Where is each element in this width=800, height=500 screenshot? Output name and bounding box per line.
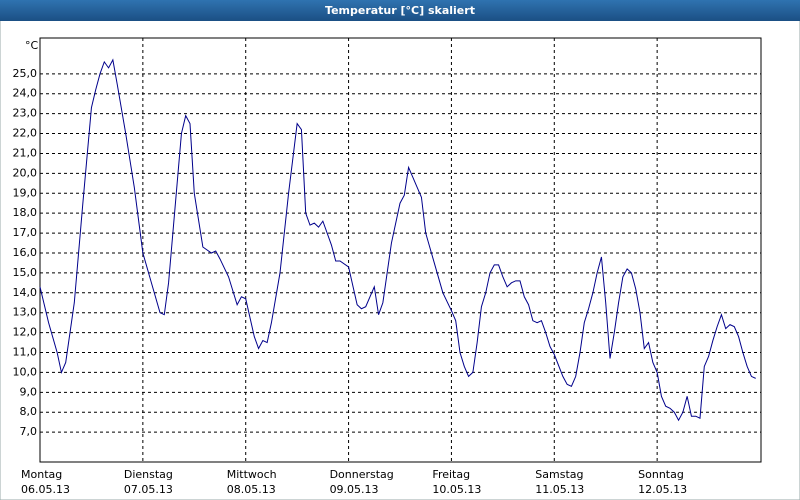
y-tick-label: 18,0 <box>13 206 38 219</box>
y-tick-label: 23,0 <box>13 107 38 120</box>
x-tick-date: 07.05.13 <box>124 483 173 496</box>
y-tick-label: 20,0 <box>13 166 38 179</box>
y-tick-label: 7,0 <box>20 425 38 438</box>
y-tick-label: 15,0 <box>13 266 38 279</box>
x-tick-date: 10.05.13 <box>432 483 481 496</box>
x-tick-label: Freitag <box>432 468 470 481</box>
x-tick-label: Samstag <box>535 468 583 481</box>
x-tick-date: 08.05.13 <box>227 483 276 496</box>
y-tick-label: 24,0 <box>13 87 38 100</box>
y-tick-label: 21,0 <box>13 146 38 159</box>
y-tick-label: 9,0 <box>20 385 38 398</box>
temperature-line <box>39 58 756 422</box>
y-tick-label: 19,0 <box>13 186 38 199</box>
y-tick-label: 16,0 <box>13 246 38 259</box>
x-tick-date: 09.05.13 <box>330 483 379 496</box>
y-tick-label: 12,0 <box>13 326 38 339</box>
y-tick-label: 25,0 <box>13 67 38 80</box>
y-tick-label: 13,0 <box>13 306 38 319</box>
chart-title: Temperatur [°C] skaliert <box>325 4 475 17</box>
x-tick-date: 11.05.13 <box>535 483 584 496</box>
y-tick-label: 11,0 <box>13 346 38 359</box>
y-tick-label: 10,0 <box>13 365 38 378</box>
y-tick-label: 22,0 <box>13 127 38 140</box>
y-axis-unit: °C <box>25 39 39 52</box>
x-tick-label: Mittwoch <box>227 468 277 481</box>
x-tick-label: Montag <box>21 468 62 481</box>
title-bar <box>0 0 800 21</box>
x-tick-label: Donnerstag <box>330 468 394 481</box>
y-tick-label: 17,0 <box>13 226 38 239</box>
x-tick-date: 12.05.13 <box>638 483 687 496</box>
x-tick-date: 06.05.13 <box>21 483 70 496</box>
y-tick-label: 8,0 <box>20 405 38 418</box>
plot-area <box>39 37 762 463</box>
y-tick-label: 14,0 <box>13 286 38 299</box>
x-tick-label: Sonntag <box>638 468 684 481</box>
x-tick-label: Dienstag <box>124 468 173 481</box>
